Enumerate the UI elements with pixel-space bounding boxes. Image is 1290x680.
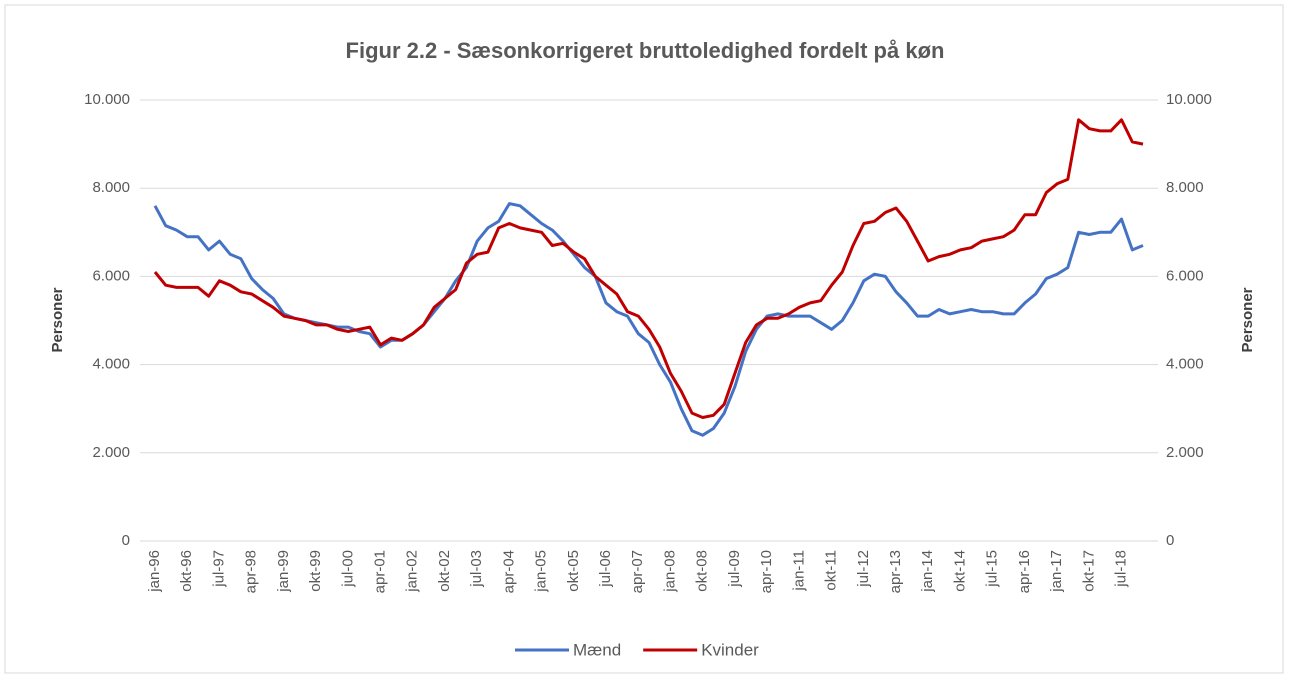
series-line	[153, 118, 1144, 419]
y2-tick-label: 10.000	[1166, 91, 1212, 108]
x-tick-label: okt-96	[178, 550, 195, 592]
y-axis-title: Personer	[49, 287, 66, 352]
y-tick-label: 6.000	[92, 267, 130, 284]
x-tick-label: okt-05	[565, 550, 582, 592]
x-tick-label: jul-12	[855, 550, 872, 588]
x-tick-label: apr-01	[371, 550, 388, 593]
x-tick-label: apr-98	[243, 550, 260, 593]
y-tick-label: 8.000	[92, 179, 130, 196]
x-tick-label: apr-13	[887, 550, 904, 593]
x-tick-label: jan-08	[661, 550, 678, 593]
x-tick-label: jan-02	[404, 550, 421, 593]
x-tick-label: jul-06	[597, 550, 614, 588]
x-tick-label: okt-02	[436, 550, 453, 592]
y2-tick-label: 4.000	[1166, 356, 1204, 373]
y2-tick-label: 8.000	[1166, 179, 1204, 196]
legend-label: Mænd	[573, 640, 621, 659]
x-tick-label: apr-07	[629, 550, 646, 593]
x-tick-label: jan-14	[919, 550, 936, 593]
x-tick-label: jul-09	[726, 550, 743, 588]
legend-label: Kvinder	[701, 640, 759, 659]
x-tick-label: okt-99	[307, 550, 324, 592]
x-tick-label: okt-14	[951, 550, 968, 592]
chart-title: Figur 2.2 - Sæsonkorrigeret bruttoledigh…	[346, 38, 945, 63]
x-tick-label: jul-00	[339, 550, 356, 588]
y2-tick-label: 6.000	[1166, 267, 1204, 284]
y-tick-label: 10.000	[84, 91, 130, 108]
y2-axis-title: Personer	[1239, 287, 1256, 352]
x-tick-label: jul-18	[1112, 550, 1129, 588]
x-tick-label: apr-16	[1016, 550, 1033, 593]
x-tick-label: okt-11	[823, 550, 840, 591]
x-tick-label: jan-11	[790, 550, 807, 592]
y-tick-label: 0	[122, 532, 130, 549]
x-tick-label: okt-08	[694, 550, 711, 592]
y2-tick-label: 0	[1166, 532, 1174, 549]
x-tick-label: jan-17	[1048, 550, 1065, 593]
x-tick-label: okt-17	[1080, 550, 1097, 592]
x-tick-label: jul-15	[984, 550, 1001, 588]
x-tick-label: jan-96	[146, 550, 163, 593]
x-tick-label: jan-05	[533, 550, 550, 593]
x-tick-label: jul-03	[468, 550, 485, 588]
y2-tick-label: 2.000	[1166, 444, 1204, 461]
x-tick-label: apr-04	[500, 550, 517, 593]
x-tick-label: apr-10	[758, 550, 775, 593]
x-tick-label: jan-99	[275, 550, 292, 593]
y-tick-label: 2.000	[92, 444, 130, 461]
x-tick-label: jul-97	[210, 550, 227, 588]
y-tick-label: 4.000	[92, 356, 130, 373]
